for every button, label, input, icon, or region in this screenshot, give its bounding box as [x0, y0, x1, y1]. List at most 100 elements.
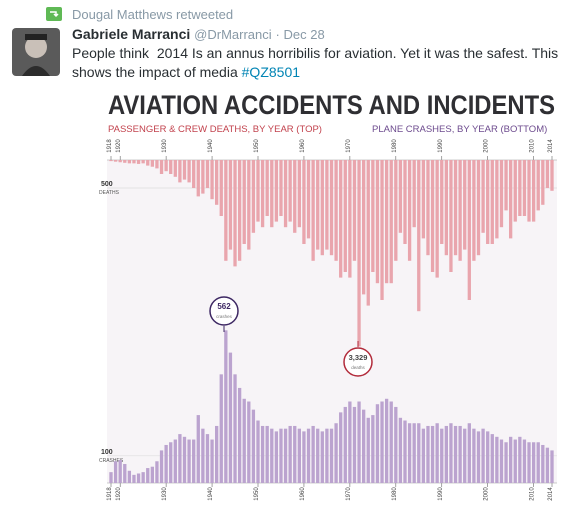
bar: [398, 160, 403, 233]
bar: [311, 425, 315, 483]
bar: [146, 468, 150, 483]
bar: [320, 431, 324, 483]
bar: [242, 398, 246, 483]
bar: [375, 160, 380, 284]
bar: [531, 160, 536, 222]
bar: [127, 470, 132, 483]
bar: [371, 415, 375, 483]
bar: [499, 439, 504, 483]
bar: [453, 425, 458, 483]
x-tick-label: 1930: [162, 487, 168, 501]
bar: [513, 160, 517, 222]
bar: [440, 428, 444, 483]
bar: [412, 160, 416, 228]
x-tick-label: 1970: [346, 139, 352, 153]
bar: [495, 160, 499, 239]
bar: [306, 428, 311, 483]
bar: [146, 160, 150, 166]
bar: [352, 160, 357, 261]
bar: [403, 420, 407, 483]
bar: [237, 160, 242, 261]
tweet-date[interactable]: · Dec 28: [275, 27, 325, 42]
bar: [316, 428, 320, 483]
bar: [219, 374, 223, 483]
bar: [279, 160, 283, 216]
x-tick-label: 1930: [162, 139, 168, 153]
bar: [458, 425, 462, 483]
x-tick-label: 2010: [530, 139, 536, 153]
bar: [233, 160, 237, 267]
x-tick-label: 1960: [300, 487, 306, 501]
annotation-label: 3,329: [349, 353, 368, 362]
x-tick-label: 2010: [530, 487, 536, 501]
bar: [435, 160, 439, 278]
x-tick-label: 1960: [300, 139, 306, 153]
author-handle[interactable]: @DrMarranci: [194, 27, 272, 42]
bar: [164, 160, 168, 172]
bar: [187, 439, 191, 483]
bar: [407, 423, 412, 483]
bar: [118, 459, 122, 483]
bar: [251, 409, 256, 483]
bar: [228, 160, 233, 250]
y-unit: CRASHES: [99, 458, 124, 464]
bar: [435, 423, 439, 483]
bar: [389, 401, 393, 483]
bar: [150, 466, 154, 483]
bar: [407, 160, 412, 261]
bar: [430, 160, 435, 272]
retweet-line[interactable]: Dougal Matthews retweeted: [72, 7, 234, 22]
bar: [371, 160, 375, 272]
bar: [504, 442, 508, 483]
bar: [210, 439, 214, 483]
bar: [545, 160, 550, 188]
bar: [394, 160, 398, 261]
bar: [136, 160, 141, 164]
bar: [288, 160, 292, 222]
bar: [297, 160, 301, 228]
bar: [283, 160, 288, 228]
bar: [352, 406, 357, 483]
author-name[interactable]: Gabriele Marranci: [72, 26, 191, 42]
y-tick-label: 500: [101, 181, 113, 188]
bar: [417, 423, 421, 483]
bar: [182, 160, 187, 180]
bar: [472, 428, 476, 483]
bar: [449, 160, 453, 272]
bar: [224, 330, 228, 483]
tweet-text: People think 2014 Is an annus horribilis…: [72, 44, 572, 82]
bar: [458, 160, 462, 261]
bar: [513, 439, 517, 483]
bar: [444, 160, 448, 256]
x-tick-label: 1990: [438, 487, 444, 501]
bar: [247, 401, 251, 483]
bar: [426, 425, 430, 483]
bar: [109, 472, 113, 483]
annotation-note: deaths: [351, 365, 365, 370]
bar: [155, 461, 159, 483]
x-tick-label: 1970: [346, 487, 352, 501]
bar: [527, 442, 531, 483]
bar: [467, 160, 471, 300]
avatar-face: [25, 36, 47, 58]
bar: [288, 425, 292, 483]
x-tick-label: 1950: [254, 139, 260, 153]
retweet-glyph: [50, 11, 59, 18]
bar: [467, 423, 471, 483]
bar: [329, 160, 334, 256]
bar: [297, 428, 301, 483]
bar: [421, 160, 426, 239]
bar: [495, 436, 499, 483]
bar: [440, 160, 444, 244]
bar: [481, 160, 485, 233]
bar: [531, 442, 536, 483]
bar: [169, 442, 173, 483]
bar: [279, 428, 283, 483]
x-tick-label: 1918: [107, 139, 113, 153]
bar: [375, 404, 380, 483]
hashtag[interactable]: #QZ8501: [241, 64, 301, 80]
x-tick-label: 2000: [484, 487, 490, 501]
